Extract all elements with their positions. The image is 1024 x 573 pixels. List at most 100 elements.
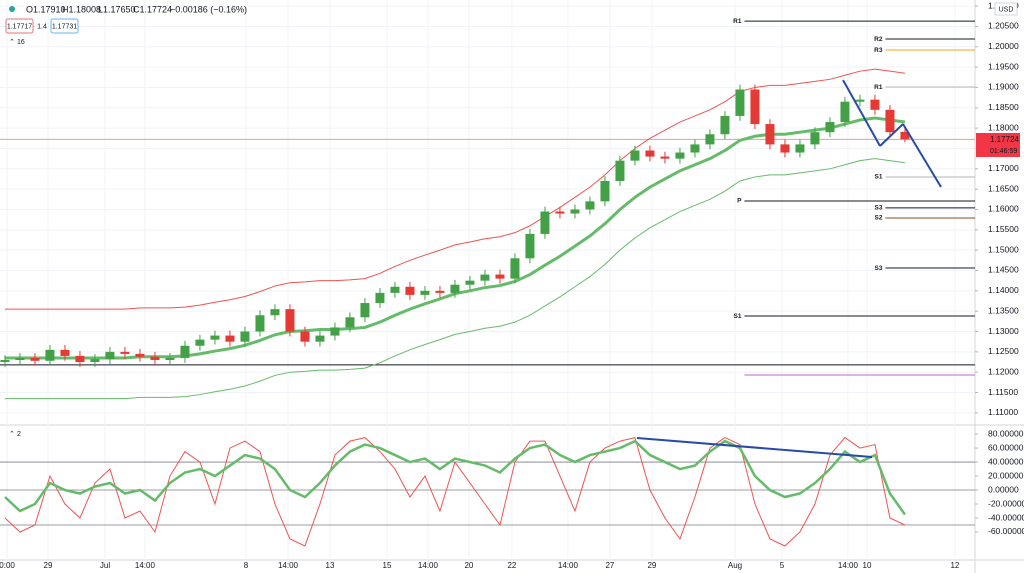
candle-body bbox=[615, 160, 625, 182]
y-tick-label: 1.14500 bbox=[988, 265, 1019, 275]
candle-body bbox=[660, 156, 670, 159]
candle-body bbox=[585, 201, 595, 210]
pivot-label: S2 bbox=[874, 215, 882, 222]
collapse-arrow[interactable]: ⌃ bbox=[9, 430, 15, 438]
trend-line bbox=[902, 123, 942, 188]
pivot-label: S1 bbox=[874, 174, 882, 181]
currency-box[interactable] bbox=[994, 2, 1018, 16]
last-price-badge bbox=[976, 133, 1020, 157]
candle-body bbox=[690, 144, 700, 153]
candle-body bbox=[555, 211, 565, 214]
candle-body bbox=[90, 359, 100, 363]
y-tick-label: 1.18000 bbox=[988, 122, 1019, 132]
x-tick-label: 0:00 bbox=[0, 561, 15, 570]
candle-body bbox=[750, 89, 760, 125]
candle-body bbox=[180, 345, 190, 358]
currency: USD bbox=[999, 6, 1014, 13]
candle-body bbox=[600, 181, 610, 202]
ohlc-open: O1.17910 bbox=[26, 4, 66, 14]
y-tick-label: 1.13500 bbox=[988, 305, 1019, 315]
candle-body bbox=[60, 349, 70, 356]
x-tick-label: 8 bbox=[244, 561, 249, 570]
candle-body bbox=[900, 131, 910, 140]
candle-body bbox=[570, 209, 580, 214]
candle-body bbox=[210, 335, 220, 340]
candle-body bbox=[240, 331, 250, 342]
y-tick-label: 0.00000 bbox=[988, 484, 1019, 494]
candle-body bbox=[45, 349, 55, 361]
candle-body bbox=[495, 274, 505, 279]
candle-body bbox=[855, 99, 865, 102]
candle-body bbox=[330, 327, 340, 336]
trend-lines bbox=[636, 79, 942, 458]
candle-body bbox=[435, 290, 445, 293]
ohlc-close: C1.17724 bbox=[133, 4, 172, 14]
candle-body bbox=[255, 315, 265, 332]
status-dot bbox=[9, 6, 15, 12]
ohlc-change: −0.00186 (−0.16%) bbox=[170, 4, 247, 14]
pivot-label: S3 bbox=[874, 265, 882, 272]
pivot-label: R3 bbox=[874, 47, 883, 54]
candle-body bbox=[705, 134, 715, 145]
candle-body bbox=[375, 292, 385, 304]
trend-line bbox=[879, 123, 904, 147]
y-tick-label: 1.19000 bbox=[988, 82, 1019, 92]
candle-body bbox=[405, 286, 415, 295]
candle-body bbox=[885, 109, 895, 133]
candle-body bbox=[285, 309, 295, 332]
candle-body bbox=[780, 144, 790, 153]
pivot-label: P bbox=[737, 198, 742, 205]
candle-body bbox=[630, 150, 640, 161]
candle-body bbox=[300, 331, 310, 342]
x-tick-label: Jul bbox=[100, 561, 110, 570]
x-tick-label: Aug bbox=[728, 561, 742, 570]
y-tick-label: 60.00000 bbox=[988, 442, 1024, 452]
y-tick-label: 1.14000 bbox=[988, 285, 1019, 295]
pivot-label: R1 bbox=[733, 18, 742, 25]
pivot-label: R1 bbox=[874, 84, 883, 91]
buy-button[interactable] bbox=[50, 18, 79, 34]
ohlc-low: L1.17650 bbox=[98, 4, 136, 14]
candle-body bbox=[135, 353, 145, 357]
x-tick-label: 14:00 bbox=[135, 561, 156, 570]
candle-body bbox=[390, 286, 400, 293]
y-tick-label: 1.20500 bbox=[988, 21, 1019, 31]
x-tick-label: 12 bbox=[950, 561, 959, 570]
y-tick-label: 1.17000 bbox=[988, 163, 1019, 173]
main-pane-indicators[interactable]: 16 bbox=[17, 39, 25, 46]
y-tick-label: 1.15000 bbox=[988, 244, 1019, 254]
candle-body bbox=[15, 357, 25, 360]
candle-body bbox=[195, 339, 205, 346]
candle-body bbox=[765, 124, 775, 145]
y-tick-label: 1.13000 bbox=[988, 326, 1019, 336]
collapse-arrow[interactable]: ⌃ bbox=[9, 38, 15, 46]
candle-body bbox=[675, 152, 685, 159]
candle-body bbox=[30, 357, 40, 361]
y-tick-label: 1.11000 bbox=[988, 407, 1018, 417]
y-tick-label: 1.19500 bbox=[988, 61, 1019, 71]
y-tick-label: 1.18500 bbox=[988, 102, 1019, 112]
x-tick-label: 27 bbox=[605, 561, 614, 570]
candle-body bbox=[120, 351, 130, 354]
y-tick-label: 1.11500 bbox=[988, 387, 1018, 397]
pivot-label: S1 bbox=[733, 313, 741, 320]
spread: 1.4 bbox=[37, 23, 47, 30]
y-tick-label: -40.00000 bbox=[988, 512, 1024, 522]
y-tick-label: -20.00000 bbox=[988, 498, 1024, 508]
y-tick-label: 1.16000 bbox=[988, 204, 1019, 214]
sell-button[interactable] bbox=[5, 18, 34, 34]
osc-pane-indicators[interactable]: 2 bbox=[17, 431, 21, 438]
candle-body bbox=[270, 309, 280, 316]
y-tick-label: 40.00000 bbox=[988, 456, 1024, 466]
last-price: 1.17724 bbox=[990, 135, 1019, 144]
candle-body bbox=[225, 335, 235, 342]
x-tick-label: 22 bbox=[507, 561, 516, 570]
x-tick-label: 14:00 bbox=[558, 561, 579, 570]
candle-body bbox=[360, 303, 370, 318]
candle-body bbox=[525, 233, 535, 259]
x-tick-label: 13 bbox=[326, 561, 335, 570]
price-axis: -60.00000 -40.00000 -20.00000 0.00000 20.000… bbox=[988, 428, 1024, 536]
candle-body bbox=[165, 357, 175, 360]
bid-price: 1.17717 bbox=[7, 23, 32, 30]
